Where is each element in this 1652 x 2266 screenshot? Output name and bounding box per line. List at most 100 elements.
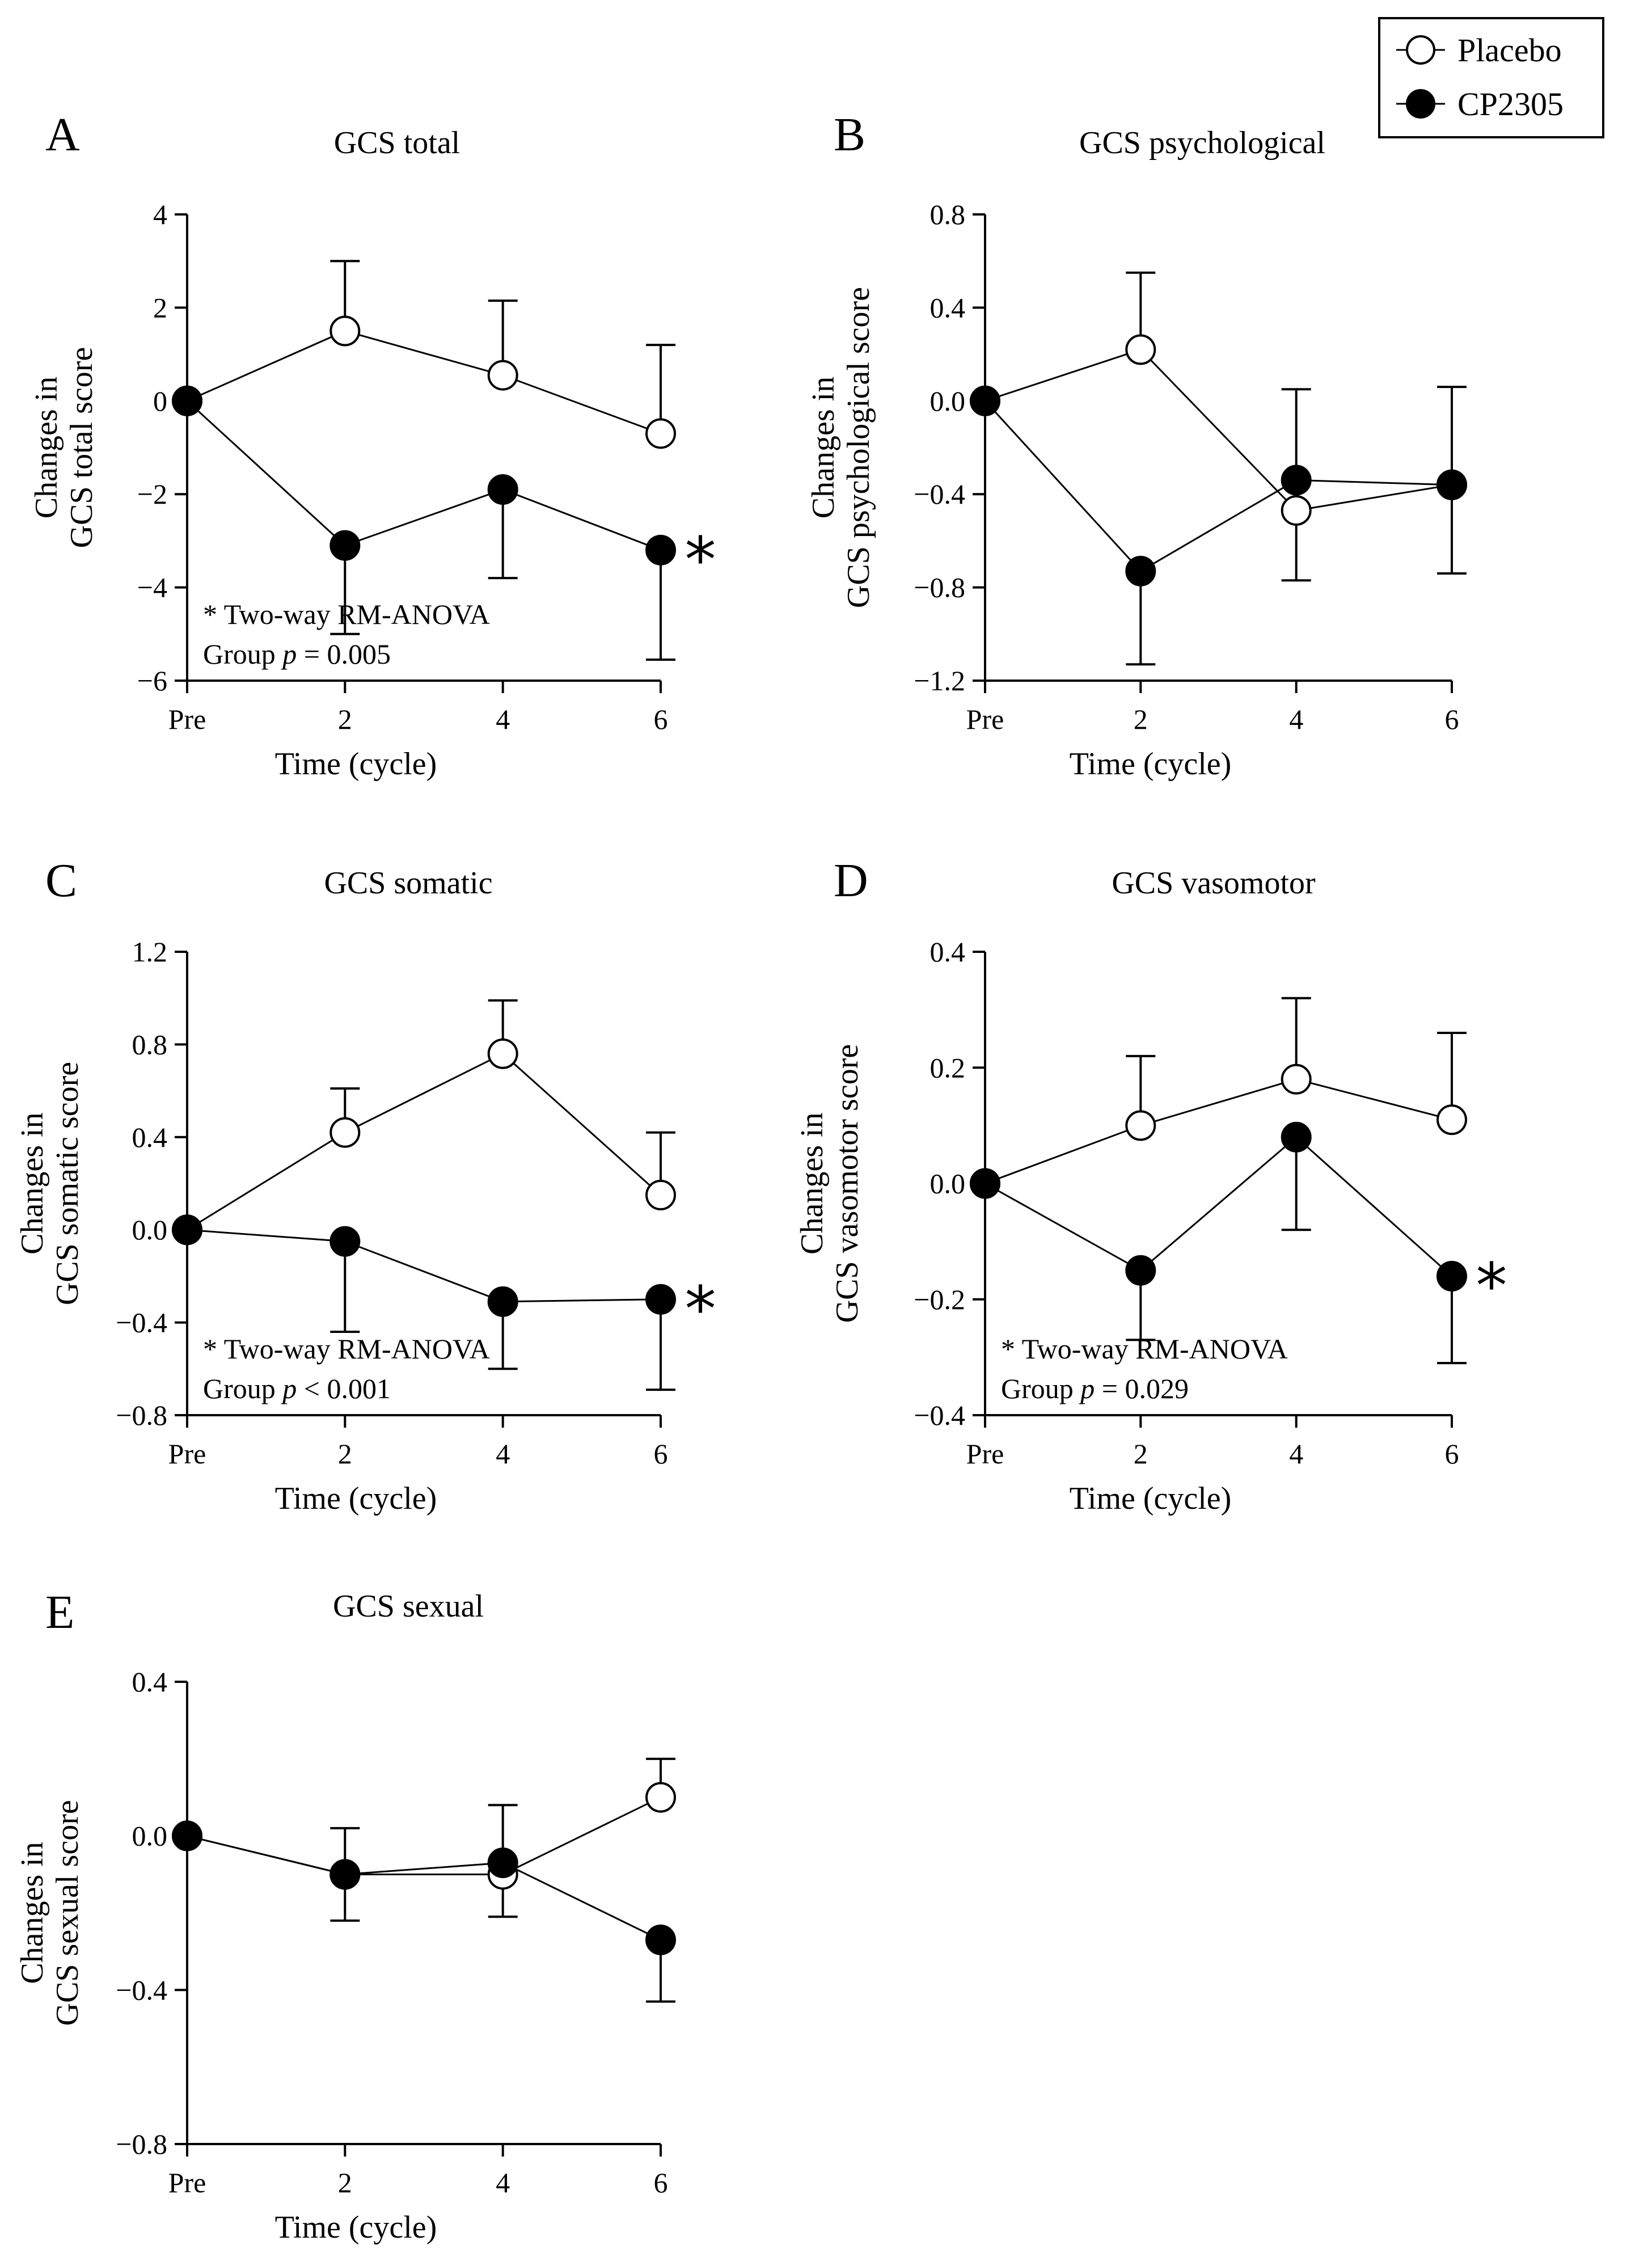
data-point-placebo [1281,495,1312,526]
data-point-placebo [1281,1064,1312,1095]
significance-star: * [1476,1250,1507,1322]
x-tick-label: 6 [654,2167,668,2199]
y-tick-label: −2 [137,478,167,510]
y-tick-label: −0.8 [116,1399,167,1431]
anova-annotation-line2: Group p = 0.029 [1001,1373,1189,1404]
legend-cp2305-marker [1406,89,1435,119]
series-line [984,400,1452,572]
data-point-cp2305 [1281,1121,1312,1153]
panel-b: B GCS psychological 0.8 0.4 0.0 −0.4 −0.8 −1.2P… [806,108,1467,782]
data-point-cp2305 [1436,469,1467,500]
y-tick-label: −0.4 [914,1399,965,1431]
series-line [985,348,1452,512]
y-axis-title-line: Changes in [795,1112,830,1254]
data-point-cp2305 [329,1859,361,1890]
y-tick-label: 0.0 [132,1214,168,1246]
legend-cp2305-label: CP2305 [1457,86,1564,123]
y-tick-label: −0.2 [914,1284,965,1315]
y-tick-label: 0.4 [930,292,966,323]
data-point-cp2305 [487,474,518,505]
x-tick-label: 2 [338,1438,352,1470]
panel-title: GCS somatic [324,866,492,901]
y-tick-label: −6 [137,665,167,697]
anova-annotation-line2: Group p = 0.005 [203,638,391,670]
x-tick-label: 2 [1134,1438,1148,1470]
panel-title: GCS total [334,125,460,161]
data-point-placebo [329,315,361,347]
series-placebo [187,260,675,434]
data-point-placebo [487,360,518,391]
y-tick-label: 0.2 [930,1052,966,1083]
y-tick-label: 0.0 [132,1820,168,1852]
series-line [985,1078,1452,1184]
data-point-cp2305 [645,1925,676,1956]
data-point-cp2305 [1125,1255,1156,1286]
data-point-cp2305 [1281,465,1312,496]
x-tick-label: 6 [1445,703,1459,735]
data-point-cp2305 [172,1820,202,1851]
data-point-placebo [645,1179,676,1210]
panel-letter: B [834,108,865,161]
panel-letter: D [834,854,868,907]
y-tick-label: 0.4 [930,936,966,968]
x-tick-label: Pre [168,703,206,735]
y-tick-label: 0.8 [930,199,966,230]
x-tick-label: 4 [1289,703,1303,735]
panel-title: GCS sexual [333,1589,484,1624]
y-axis-title-line: GCS vasomotor score [830,1044,865,1323]
y-tick-label: 0.0 [930,385,966,417]
anova-annotation-line1: * Two-way RM-ANOVA [1001,1333,1288,1365]
x-tick-label: 4 [496,1438,510,1470]
series-line [985,1136,1452,1277]
y-tick-label: −0.4 [914,478,965,510]
data-point-placebo [329,1117,361,1148]
y-axis-title-line: Changes in [29,377,64,518]
series-line [187,1229,661,1303]
data-point-cp2305 [172,385,202,416]
y-axis-title-line: GCS total score [64,347,99,548]
significance-star: * [685,524,716,596]
series-line [187,1835,661,1941]
annotation-span: Group [203,638,282,670]
x-tick-label: 2 [338,2167,352,2199]
data-point-cp2305 [487,1847,518,1879]
legend-placebo-marker [1406,35,1435,65]
panel-letter: C [45,854,77,907]
x-axis-title: Time (cycle) [275,2210,437,2245]
data-point-cp2305 [970,385,1000,416]
y-tick-label: −0.4 [116,1974,167,2006]
y-axis-title-line: GCS sexual score [50,1800,85,2026]
data-point-cp2305 [329,530,361,561]
series-cp2305 [186,400,675,661]
x-tick-label: Pre [966,1438,1004,1470]
x-tick-label: 2 [1134,703,1148,735]
panel-title: GCS psychological [1079,125,1325,161]
data-point-cp2305 [1436,1260,1467,1292]
panel-title: GCS vasomotor [1112,866,1316,901]
annotation-span: Group [1001,1373,1080,1404]
y-tick-label: −0.8 [116,2128,167,2160]
significance-star: * [685,1273,716,1345]
data-point-cp2305 [172,1214,202,1246]
y-tick-label: 0.4 [132,1666,168,1698]
x-axis-title: Time (cycle) [275,1481,437,1516]
annotation-span: < 0.001 [297,1373,391,1404]
legend-placebo-label: Placebo [1457,32,1562,69]
y-axis-title-line: Changes in [15,1112,50,1254]
x-tick-label: Pre [168,1438,206,1470]
y-axis-title-line: GCS psychological score [841,287,876,608]
data-point-placebo [1125,1110,1156,1141]
y-tick-label: −0.4 [116,1307,167,1339]
legend: Placebo CP2305 [1378,17,1604,138]
annotation-span: p [281,638,297,670]
anova-annotation-line2: Group p < 0.001 [203,1373,391,1404]
x-axis-title: Time (cycle) [1070,746,1232,782]
series-line [186,400,661,551]
annotation-span: Group [203,1373,282,1404]
x-tick-label: 6 [654,1438,668,1470]
